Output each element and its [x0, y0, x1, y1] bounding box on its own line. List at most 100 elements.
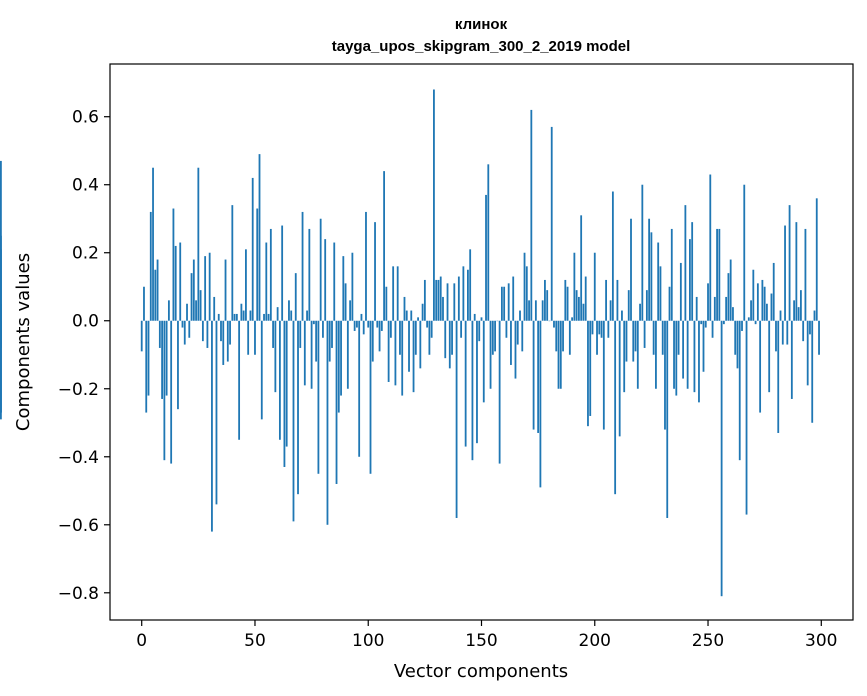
bar — [0, 320, 2, 413]
bar — [208, 252, 211, 321]
bar — [192, 259, 195, 321]
bar — [537, 320, 540, 433]
bar — [358, 320, 361, 457]
bar — [519, 310, 521, 321]
bar — [652, 320, 655, 355]
x-tick-label: 250 — [692, 631, 724, 651]
bar — [559, 320, 562, 389]
bar — [387, 320, 390, 382]
bar — [437, 279, 440, 321]
bar — [383, 171, 385, 321]
bar — [659, 266, 662, 321]
bar — [768, 320, 771, 393]
plot-frame — [109, 63, 854, 621]
bar — [797, 307, 800, 321]
bar — [362, 320, 365, 335]
bar — [521, 320, 524, 352]
bar — [555, 320, 558, 352]
bar — [770, 293, 773, 321]
bar — [564, 279, 567, 321]
bar — [605, 279, 607, 321]
bar — [195, 300, 197, 321]
bar — [718, 228, 721, 321]
bar — [648, 218, 651, 321]
bar — [451, 320, 453, 355]
bar — [741, 320, 743, 331]
bar — [553, 320, 555, 328]
bar — [532, 320, 535, 430]
bar — [249, 310, 252, 321]
bar — [233, 313, 236, 321]
x-tick-label: 200 — [579, 631, 611, 651]
bar — [174, 245, 177, 321]
bar — [566, 286, 569, 321]
bar — [285, 320, 288, 447]
bar — [143, 286, 145, 321]
bar — [636, 320, 639, 389]
bar — [639, 303, 641, 321]
bar — [385, 286, 388, 321]
bar — [670, 228, 673, 321]
x-tick-label: 150 — [465, 631, 497, 651]
bar — [743, 184, 746, 321]
bar — [480, 317, 483, 321]
bar — [423, 279, 426, 321]
bar — [578, 296, 580, 321]
bar — [698, 320, 700, 403]
bar — [294, 273, 297, 321]
bar — [247, 320, 250, 355]
bar — [634, 320, 637, 352]
bar — [0, 160, 2, 321]
bar — [788, 205, 791, 321]
bar — [745, 320, 748, 515]
bar — [371, 320, 374, 362]
bar — [263, 313, 265, 321]
bar — [301, 211, 304, 321]
bar — [238, 320, 241, 440]
chart-title-line-2: tayga_upos_skipgram_300_2_2019 model — [332, 38, 631, 55]
bar — [614, 320, 617, 495]
bar — [514, 320, 517, 379]
bar — [258, 154, 261, 321]
bar — [596, 320, 598, 355]
bar — [344, 283, 347, 321]
y-tick-label: −0.4 — [58, 448, 99, 468]
bar — [630, 218, 632, 321]
bar — [550, 126, 553, 321]
y-tick-label: 0.6 — [72, 108, 99, 128]
y-tick-label: 0.4 — [72, 176, 99, 196]
bar — [412, 320, 415, 393]
bar — [197, 167, 200, 321]
bar — [331, 320, 333, 348]
bar — [711, 320, 714, 338]
bar — [498, 320, 501, 464]
bar — [734, 320, 737, 355]
bar — [183, 320, 186, 345]
bar — [260, 320, 263, 420]
x-tick-label: 0 — [136, 631, 147, 651]
bar — [367, 320, 370, 328]
bar — [790, 320, 793, 399]
bar — [557, 320, 560, 389]
bar — [575, 290, 578, 321]
bar — [795, 222, 798, 321]
bar — [571, 317, 574, 321]
bar — [691, 222, 694, 321]
bar — [351, 252, 354, 321]
bar — [453, 283, 456, 321]
bar — [254, 320, 256, 355]
bar — [804, 228, 807, 321]
bar — [319, 218, 322, 321]
bar — [170, 320, 173, 464]
bar — [485, 194, 487, 321]
bar — [231, 205, 234, 321]
bar — [469, 249, 472, 321]
bar — [446, 283, 449, 321]
bar — [242, 310, 245, 321]
bar — [661, 320, 664, 355]
bar — [534, 300, 537, 321]
bar — [487, 164, 490, 321]
bar — [224, 259, 227, 321]
bar — [408, 320, 410, 372]
bar — [813, 310, 816, 321]
